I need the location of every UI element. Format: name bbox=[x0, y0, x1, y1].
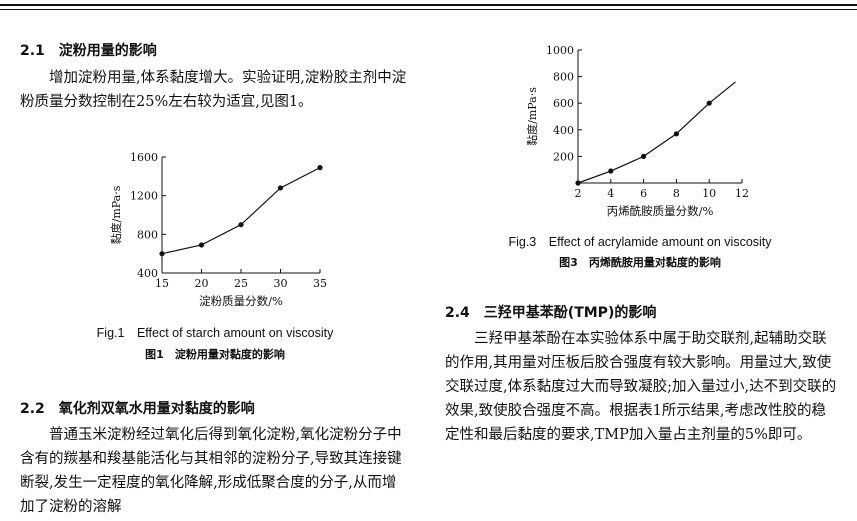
x-axis-label: 淀粉质量分数/% bbox=[199, 294, 283, 308]
section-2-4: 2.4 三羟甲基苯酚(TMP)的影响 三羟甲基苯酚在本实验体系中属于助交联剂,起… bbox=[445, 302, 837, 447]
y-tick-label: 600 bbox=[553, 97, 574, 110]
section-2-2-title: 2.2 氧化剂双氧水用量对黏度的影响 bbox=[20, 401, 255, 417]
data-point bbox=[277, 185, 284, 191]
section-2-1-title: 2.1 淀粉用量的影响 bbox=[20, 43, 157, 59]
figure-3-caption-cn: 图3 丙烯酰胺用量对黏度的影响 bbox=[559, 256, 721, 269]
x-tick-label: 8 bbox=[673, 187, 680, 200]
data-point bbox=[198, 242, 205, 248]
figure-1-chart: 15 20 25 30 35 400 800 1200 1600 淀粉质量分数/% 黏度/mPa·s bbox=[109, 151, 327, 308]
series-line bbox=[577, 81, 736, 184]
x-tick-label: 25 bbox=[234, 277, 248, 290]
section-2-4-title: 2.4 三羟甲基苯酚(TMP)的影响 bbox=[445, 305, 657, 321]
x-tick-label: 6 bbox=[640, 187, 647, 200]
series-line bbox=[161, 167, 321, 255]
section-2-1-paragraph: 增加淀粉用量,体系黏度增大。实验证明,淀粉胶主剂中淀粉质量分数控制在25%左右较… bbox=[20, 70, 407, 110]
section-2-1: 2.1 淀粉用量的影响 增加淀粉用量,体系黏度增大。实验证明,淀粉胶主剂中淀粉质… bbox=[20, 40, 410, 114]
data-point bbox=[575, 180, 581, 186]
section-2-2: 2.2 氧化剂双氧水用量对黏度的影响 普通玉米淀粉经过氧化后得到氧化淀粉,氧化淀… bbox=[20, 398, 410, 519]
data-point bbox=[317, 165, 323, 171]
y-axis-label: 黏度/mPa·s bbox=[525, 87, 539, 146]
x-tick-label: 35 bbox=[313, 277, 327, 290]
data-point bbox=[641, 153, 647, 159]
figure-1-caption-cn: 图1 淀粉用量对黏度的影响 bbox=[145, 348, 285, 361]
y-tick-label: 400 bbox=[553, 124, 574, 137]
figure-3-caption-en: Fig.3 Effect of acrylamide amount on vis… bbox=[508, 235, 772, 249]
data-point bbox=[608, 168, 614, 174]
y-tick-label: 800 bbox=[137, 228, 158, 241]
section-2-4-paragraph: 三羟甲基苯酚在本实验体系中属于助交联剂,起辅助交联的作用,其用量对压板后胶合强度… bbox=[445, 331, 837, 443]
figure-3-chart: 2 4 6 8 10 12 200 400 600 800 1000 丙烯酰胺质量分数/% 黏度/mPa… bbox=[525, 44, 749, 218]
top-rule bbox=[0, 4, 857, 6]
x-tick-label: 20 bbox=[195, 277, 209, 290]
data-point bbox=[159, 251, 165, 257]
data-point bbox=[238, 222, 244, 228]
x-tick-label: 4 bbox=[607, 187, 614, 200]
y-tick-label: 200 bbox=[553, 150, 574, 163]
y-axis-label: 黏度/mPa·s bbox=[109, 185, 123, 244]
x-tick-label: 12 bbox=[735, 187, 749, 200]
figure-3-plot-area: 2 4 6 8 10 12 200 400 600 800 1000 丙烯酰胺质量分数/% 黏度/mPa… bbox=[525, 44, 749, 218]
section-2-2-paragraph: 普通玉米淀粉经过氧化后得到氧化淀粉,氧化淀粉分子中含有的羰基和羧基能活化与其相邻… bbox=[20, 427, 402, 515]
x-tick-label: 10 bbox=[702, 187, 716, 200]
figure-1-caption-en: Fig.1 Effect of starch amount on viscosi… bbox=[96, 326, 334, 340]
x-tick-label: 30 bbox=[274, 277, 288, 290]
y-tick-label: 1000 bbox=[546, 44, 574, 57]
y-tick-label: 800 bbox=[553, 71, 574, 84]
y-tick-label: 1600 bbox=[130, 151, 158, 164]
x-tick-label: 2 bbox=[575, 187, 582, 200]
x-axis-label: 丙烯酰胺质量分数/% bbox=[607, 204, 714, 218]
y-tick-label: 1200 bbox=[130, 190, 158, 203]
top-rule-thin bbox=[0, 9, 857, 10]
y-tick-label: 400 bbox=[137, 267, 158, 280]
figure-1-plot-area: 15 20 25 30 35 400 800 1200 1600 淀粉质量分数/% 黏度/mPa·s bbox=[109, 151, 327, 308]
data-point bbox=[706, 100, 712, 106]
x-tick-label: 15 bbox=[155, 277, 169, 290]
data-point bbox=[673, 131, 679, 137]
